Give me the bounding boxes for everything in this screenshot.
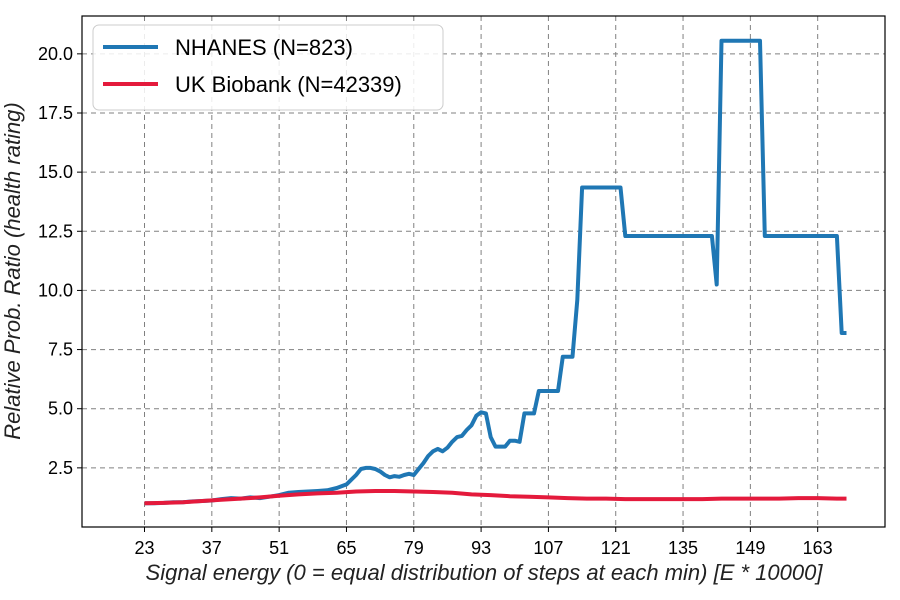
series-layer [144,38,847,506]
x-tick-label: 149 [735,538,765,558]
x-tick-label: 163 [803,538,833,558]
x-tick-label: 135 [668,538,698,558]
y-tick-label: 5.0 [48,399,73,419]
x-tick-label: 23 [134,538,154,558]
y-tick-label: 10.0 [38,280,73,300]
series-line-0 [144,38,847,506]
legend-box [92,24,444,111]
x-tick-label: 79 [404,538,424,558]
y-axis-ticks: 2.5 5.0 7.5 10.0 12.5 15.0 17.5 20.0 [38,44,82,478]
legend-label-uk-biobank: UK Biobank (N=42339) [175,72,402,97]
y-tick-label: 2.5 [48,458,73,478]
x-tick-label: 93 [471,538,491,558]
grid [82,16,885,527]
x-tick-label: 65 [336,538,356,558]
legend-label-nhanes: NHANES (N=823) [175,35,353,60]
y-tick-label: 15.0 [38,162,73,182]
y-tick-label: 12.5 [38,221,73,241]
y-tick-label: 20.0 [38,44,73,64]
y-tick-label: 7.5 [48,340,73,360]
x-tick-label: 121 [601,538,631,558]
x-tick-label: 51 [269,538,289,558]
x-tick-label: 107 [533,538,563,558]
plot-frame [81,15,886,528]
series-line-1 [144,489,847,506]
y-axis-label: Relative Prob. Ratio (health rating) [0,102,25,440]
y-tick-label: 17.5 [38,103,73,123]
x-axis-ticks: 23 37 51 65 79 93 107 121 135 149 163 [134,527,833,558]
x-axis-label: Signal energy (0 = equal distribution of… [146,560,824,585]
x-tick-label: 37 [202,538,222,558]
legend: NHANES (N=823) UK Biobank (N=42339) [92,24,444,111]
